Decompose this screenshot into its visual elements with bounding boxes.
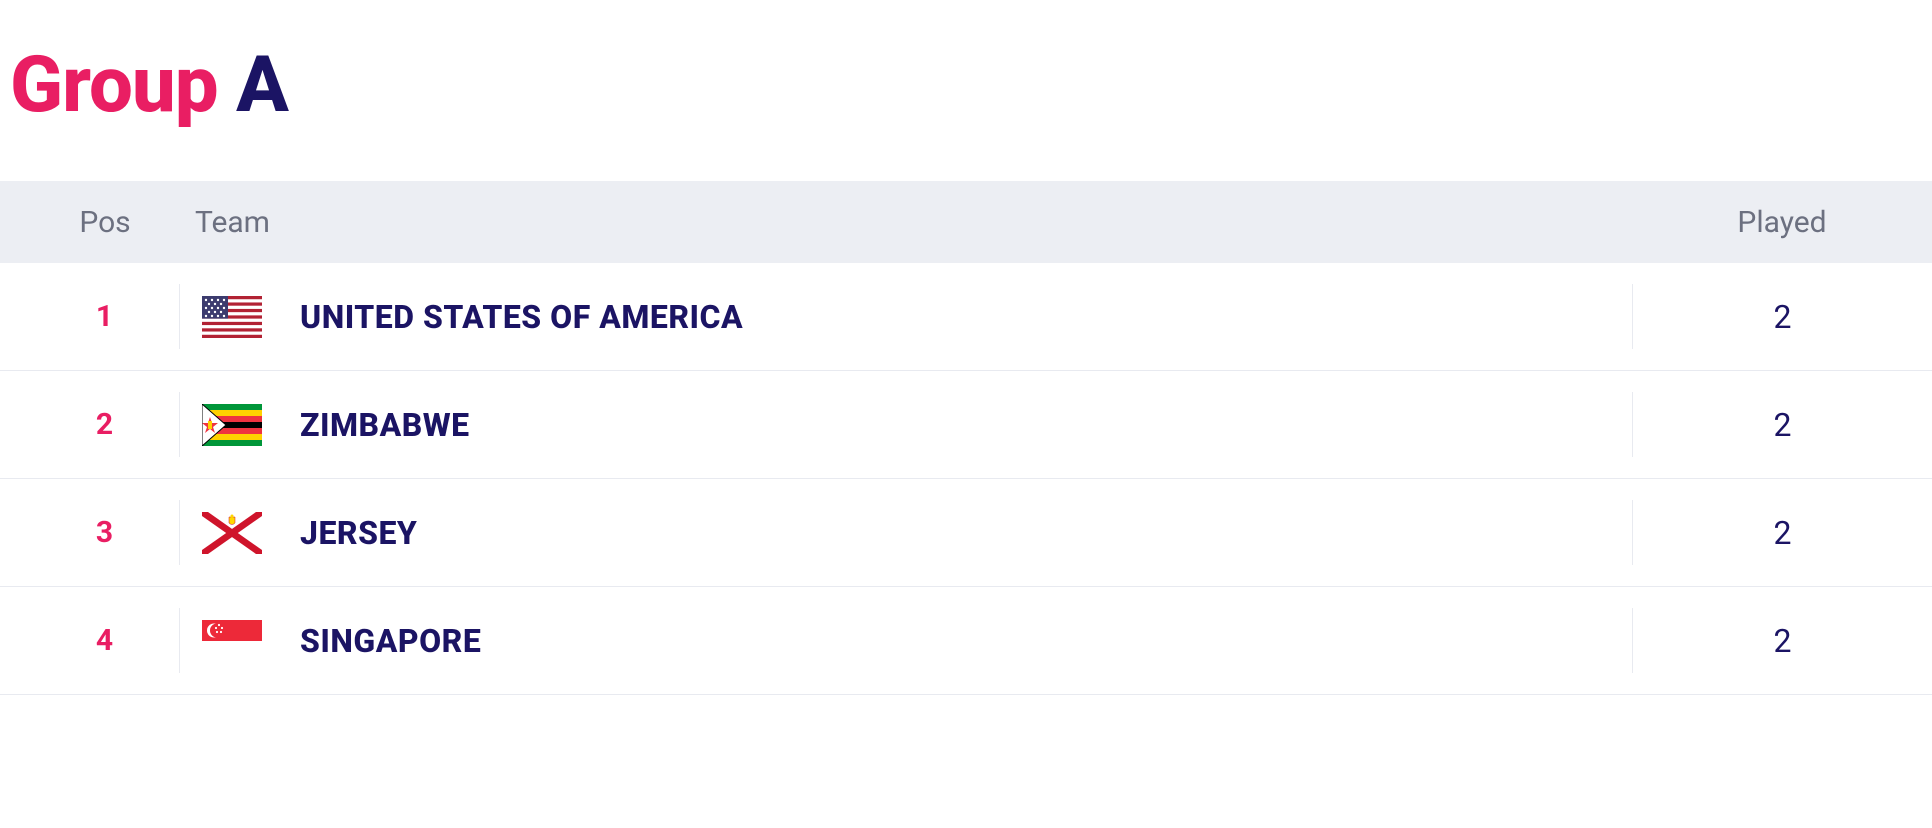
team-cell: JERSEY <box>180 512 1632 554</box>
team-cell: SINGAPORE <box>180 620 1632 662</box>
title-word-1: Group <box>10 40 218 131</box>
team-name: JERSEY <box>300 514 417 552</box>
played: 2 <box>1632 284 1932 348</box>
header-played: Played <box>1632 205 1932 240</box>
position: 3 <box>0 500 180 564</box>
flag-icon-zimbabwe <box>202 404 262 446</box>
team-cell: UNITED STATES OF AMERICA <box>180 296 1632 338</box>
table-row[interactable]: 2 ZIMBABWE 2 <box>0 371 1932 479</box>
flag-icon-jersey <box>202 512 262 554</box>
position: 1 <box>0 284 180 348</box>
table-header: Pos Team Played <box>0 181 1932 263</box>
team-name: UNITED STATES OF AMERICA <box>300 298 743 336</box>
position: 4 <box>0 608 180 672</box>
played: 2 <box>1632 392 1932 456</box>
position: 2 <box>0 392 180 456</box>
flag-icon-usa <box>202 296 262 338</box>
table-row[interactable]: 4 SINGAPORE 2 <box>0 587 1932 695</box>
header-team: Team <box>180 205 1632 240</box>
played: 2 <box>1632 500 1932 564</box>
table-row[interactable]: 3 JERSEY 2 <box>0 479 1932 587</box>
title-word-2: A <box>236 40 288 131</box>
team-name: ZIMBABWE <box>300 406 470 444</box>
flag-icon-singapore <box>202 620 262 662</box>
standings-table: Pos Team Played 1 <box>0 181 1932 695</box>
team-cell: ZIMBABWE <box>180 404 1632 446</box>
page-title: Group A <box>0 0 1932 181</box>
table-row[interactable]: 1 UNITED STATES OF AMERICA <box>0 263 1932 371</box>
header-pos: Pos <box>0 205 180 240</box>
team-name: SINGAPORE <box>300 622 481 660</box>
played: 2 <box>1632 608 1932 672</box>
